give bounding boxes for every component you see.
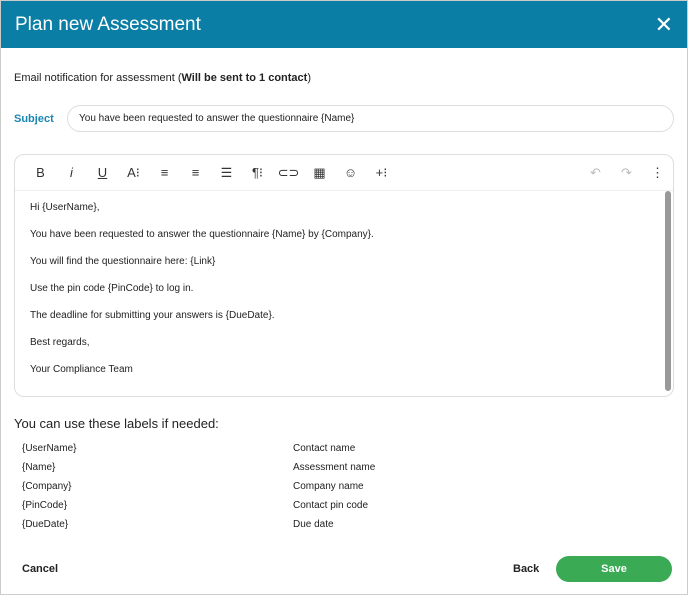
font-size-icon[interactable]: A⁝ xyxy=(127,164,140,180)
italic-icon[interactable]: i xyxy=(70,165,73,180)
emoji-icon[interactable]: ☺ xyxy=(343,165,358,180)
label-key: {DueDate} xyxy=(22,519,69,530)
align-center-icon[interactable]: ≡ xyxy=(191,165,200,180)
labels-heading: You can use these labels if needed: xyxy=(14,416,219,431)
insert-more-icon[interactable]: +⁝ xyxy=(375,164,388,180)
body-line: Best regards, xyxy=(30,337,90,348)
label-description: Company name xyxy=(293,481,364,492)
subject-input[interactable] xyxy=(67,105,674,132)
undo-icon[interactable]: ↶ xyxy=(590,164,601,180)
editor-body[interactable]: Hi {UserName}, You have been requested to… xyxy=(15,191,673,400)
notification-note: Email notification for assessment (Will … xyxy=(14,72,311,84)
label-row: {UserName} Contact name xyxy=(22,439,422,458)
scrollbar[interactable] xyxy=(665,191,671,391)
label-row: {DueDate} Due date xyxy=(22,515,422,534)
label-description: Contact pin code xyxy=(293,500,369,511)
label-key: {PinCode} xyxy=(22,500,68,511)
body-line: You will find the questionnaire here: {L… xyxy=(30,256,216,267)
more-options-icon[interactable]: ⋮ xyxy=(651,164,664,180)
label-key: {UserName} xyxy=(22,443,77,454)
label-description: Assessment name xyxy=(293,462,376,473)
redo-icon[interactable]: ↷ xyxy=(621,164,632,180)
body-line: Use the pin code {PinCode} to log in. xyxy=(30,283,194,294)
body-line: You have been requested to answer the qu… xyxy=(30,229,374,240)
ordered-list-icon[interactable]: ☰ xyxy=(220,164,233,180)
align-left-icon[interactable]: ≡ xyxy=(160,165,169,180)
save-button[interactable]: Save xyxy=(556,556,672,582)
label-row: {Name} Assessment name xyxy=(22,458,422,477)
labels-list: {UserName} Contact name {Name} Assessment n… xyxy=(22,439,422,534)
bold-icon[interactable]: B xyxy=(36,165,45,180)
note-text: Email notification for assessment ( xyxy=(14,72,182,84)
label-key: {Company} xyxy=(22,481,72,492)
note-suffix: ) xyxy=(307,72,311,84)
table-icon[interactable]: ▦ xyxy=(313,164,326,180)
label-row: {Company} Company name xyxy=(22,477,422,496)
subject-label: Subject xyxy=(14,113,54,125)
body-line: The deadline for submitting your answers… xyxy=(30,310,275,321)
link-icon[interactable]: ⊂⊃ xyxy=(277,164,300,180)
dialog-header: Plan new Assessment ✕ xyxy=(1,1,687,48)
back-button[interactable]: Back xyxy=(513,563,540,575)
label-description: Due date xyxy=(293,519,334,530)
label-description: Contact name xyxy=(293,443,356,454)
label-key: {Name} xyxy=(22,462,56,473)
body-line: Your Compliance Team xyxy=(30,364,133,375)
underline-icon[interactable]: U xyxy=(97,165,108,180)
body-line: Hi {UserName}, xyxy=(30,202,100,213)
paragraph-icon[interactable]: ¶⁝ xyxy=(251,164,264,180)
note-recipients: Will be sent to 1 contact xyxy=(181,72,308,84)
close-icon[interactable]: ✕ xyxy=(654,11,673,37)
dialog-title: Plan new Assessment xyxy=(15,13,201,35)
label-row: {PinCode} Contact pin code xyxy=(22,496,422,515)
cancel-button[interactable]: Cancel xyxy=(22,563,59,575)
